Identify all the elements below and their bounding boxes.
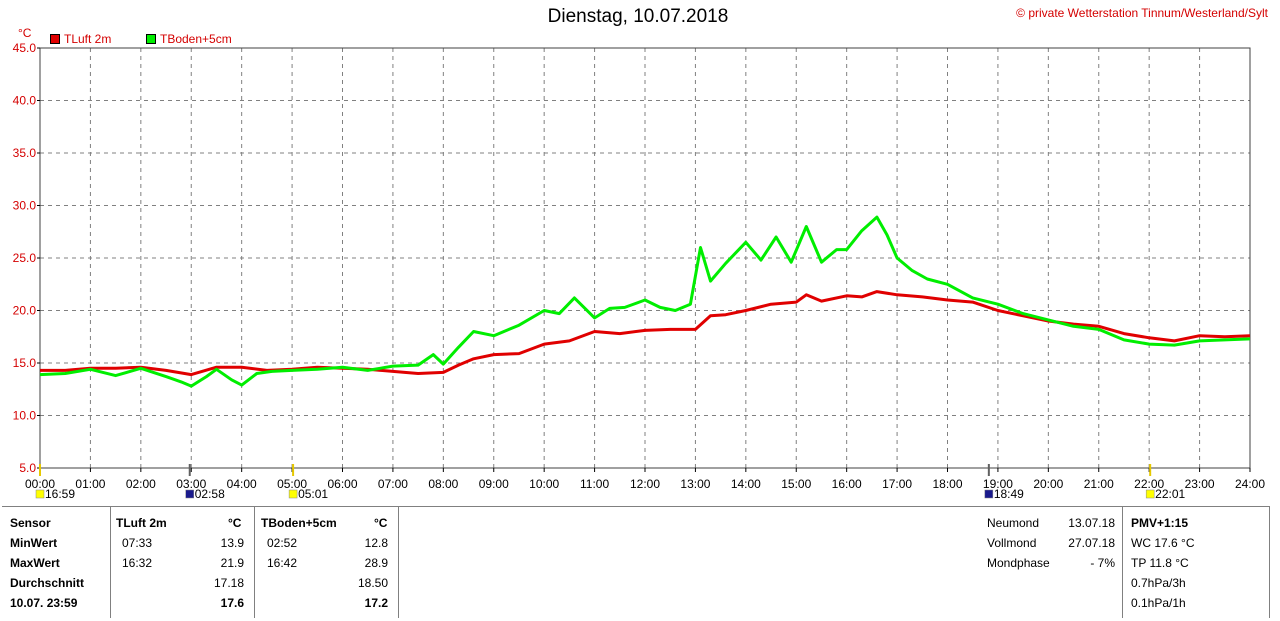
- moon-label-new: Neumond: [987, 516, 1040, 530]
- x-tick-label: 08:00: [428, 477, 458, 491]
- event-marker-time: 18:49: [994, 487, 1024, 501]
- tboden-avg-value: 18.50: [357, 576, 388, 590]
- event-marker-time: 16:59: [45, 487, 75, 501]
- event-marker-icon: [1145, 489, 1155, 499]
- event-marker-time: 02:58: [195, 487, 225, 501]
- x-tick-label: 00:00: [25, 477, 55, 491]
- row-label-last: 10.07. 23:59: [10, 596, 78, 610]
- y-tick-label: 20.0: [13, 304, 37, 318]
- x-tick-label: 19:00: [983, 477, 1013, 491]
- stats-separator: [254, 506, 255, 618]
- stats-separator: [398, 506, 399, 618]
- event-marker-icon: [185, 489, 194, 499]
- x-tick-label: 16:00: [832, 477, 862, 491]
- tluft-last-value: 17.6: [220, 596, 244, 610]
- legend-label-tboden: TBoden+5cm: [160, 32, 232, 46]
- tluft-max-value: 21.9: [220, 556, 244, 570]
- x-tick-label: 10:00: [529, 477, 559, 491]
- tluft-min-value: 13.9: [220, 536, 244, 550]
- tluft-min-time: 07:33: [122, 536, 153, 550]
- moon-value-new: 13.07.18: [1068, 516, 1115, 530]
- pmv-line: WC 17.6 °C: [1131, 536, 1195, 550]
- x-tick-label: 23:00: [1185, 477, 1215, 491]
- x-tick-label: 07:00: [378, 477, 408, 491]
- x-tick-label: 13:00: [680, 477, 710, 491]
- row-label-max: MaxWert: [10, 556, 60, 570]
- row-label-min: MinWert: [10, 536, 58, 550]
- temperature-chart: 5.0 10.0 15.0 20.0 25.0 30.0 35.0 40.0 45.0 00:00…: [13, 41, 1266, 501]
- tboden-max-value: 28.9: [364, 556, 388, 570]
- tluft-max-time: 16:32: [122, 556, 153, 570]
- x-tick-label: 24:00: [1235, 477, 1265, 491]
- y-tick-label: 15.0: [13, 356, 37, 370]
- event-marker-icon: [984, 489, 994, 499]
- tluft-header: TLuft 2m: [116, 516, 167, 530]
- legend-tluft: TLuft 2m: [50, 32, 111, 46]
- tboden-min-time: 02:52: [267, 536, 298, 550]
- x-tick-label: 18:00: [932, 477, 962, 491]
- tluft-avg-value: 17.18: [213, 576, 244, 590]
- legend-tboden: TBoden+5cm: [146, 32, 232, 46]
- x-tick-label: 17:00: [882, 477, 912, 491]
- x-tick-label: 05:00: [277, 477, 307, 491]
- y-unit-label: °C: [18, 26, 32, 40]
- x-tick-label: 02:00: [126, 477, 156, 491]
- moon-label-phase: Mondphase: [987, 556, 1050, 570]
- series-line-tluft: [40, 290, 1251, 377]
- copyright-text: © private Wetterstation Tinnum/Westerlan…: [1016, 6, 1268, 20]
- stats-separator: [1122, 506, 1123, 618]
- y-tick-label: 10.0: [13, 409, 37, 423]
- event-marker-time: 05:01: [298, 487, 328, 501]
- x-tick-label: 01:00: [75, 477, 105, 491]
- legend-swatch-tluft: [50, 34, 60, 44]
- y-tick-label: 45.0: [13, 41, 37, 55]
- y-tick-label: 25.0: [13, 251, 37, 265]
- pmv-line: 0.1hPa/1h: [1131, 596, 1186, 610]
- x-tick-label: 06:00: [327, 477, 357, 491]
- y-tick-label: 35.0: [13, 146, 37, 160]
- pmv-line: TP 11.8 °C: [1131, 556, 1189, 570]
- pmv-title: PMV+1:15: [1131, 516, 1189, 530]
- tboden-header: TBoden+5cm: [261, 516, 337, 530]
- tboden-max-time: 16:42: [267, 556, 298, 570]
- x-tick-label: 14:00: [731, 477, 761, 491]
- sensor-header: Sensor: [10, 516, 51, 530]
- chart-title: Dienstag, 10.07.2018: [547, 6, 729, 27]
- x-tick-label: 11:00: [580, 477, 609, 491]
- moon-value-full: 27.07.18: [1068, 536, 1115, 550]
- x-tick-label: 04:00: [227, 477, 257, 491]
- stats-separator: [1269, 506, 1270, 618]
- legend-swatch-tboden: [146, 34, 156, 44]
- series-line-tboden: [39, 215, 1251, 388]
- y-tick-label: 40.0: [13, 94, 37, 108]
- x-tick-label: 20:00: [1033, 477, 1063, 491]
- pmv-line: 0.7hPa/3h: [1131, 576, 1186, 590]
- x-tick-label: 12:00: [630, 477, 660, 491]
- tboden-last-value: 17.2: [364, 596, 388, 610]
- x-tick-label: 22:00: [1134, 477, 1164, 491]
- moon-label-full: Vollmond: [987, 536, 1037, 550]
- y-tick-label: 5.0: [19, 461, 36, 475]
- moon-value-phase: - 7%: [1090, 556, 1115, 570]
- x-tick-label: 03:00: [176, 477, 206, 491]
- stats-panel: [2, 506, 1270, 619]
- event-marker-icon: [288, 489, 298, 499]
- row-label-avg: Durchschnitt: [10, 576, 85, 590]
- x-tick-label: 21:00: [1084, 477, 1114, 491]
- x-tick-label: 09:00: [479, 477, 509, 491]
- x-tick-label: 15:00: [781, 477, 811, 491]
- tboden-unit: °C: [374, 516, 388, 530]
- tboden-min-value: 12.8: [364, 536, 388, 550]
- legend-label-tluft: TLuft 2m: [64, 32, 112, 46]
- tluft-unit: °C: [228, 516, 242, 530]
- y-tick-label: 30.0: [13, 199, 37, 213]
- event-marker-time: 22:01: [1155, 487, 1185, 501]
- event-marker-icon: [35, 489, 45, 499]
- stats-separator: [110, 506, 111, 618]
